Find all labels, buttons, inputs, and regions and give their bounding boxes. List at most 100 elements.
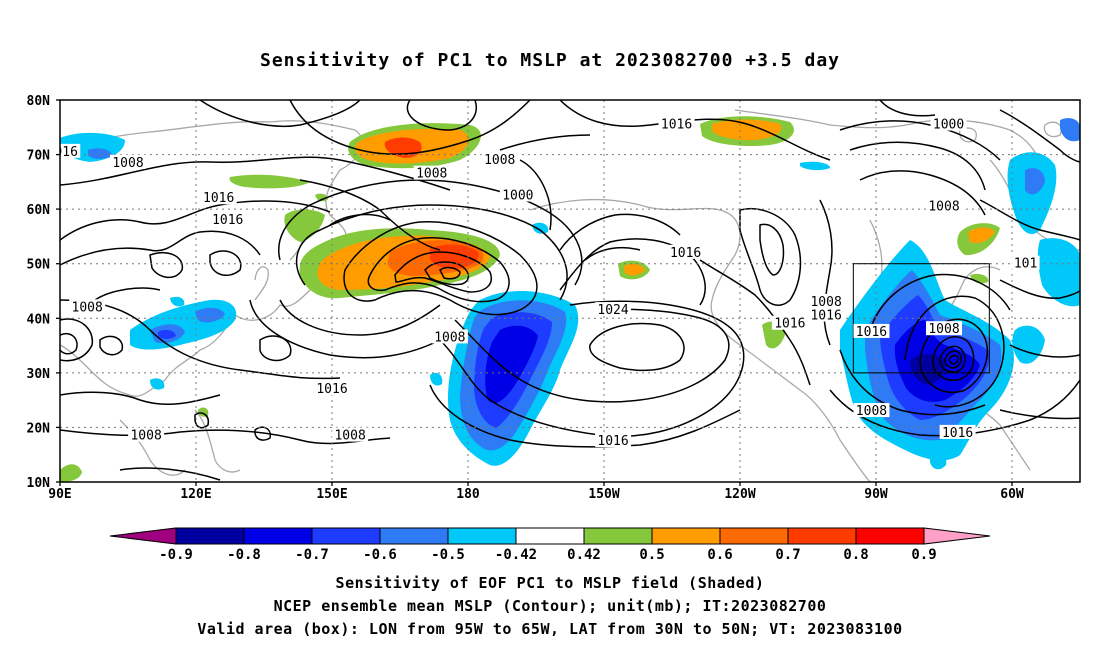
contour-label: 1016 xyxy=(856,325,887,340)
contour-label: 101 xyxy=(1014,257,1037,272)
positive-area xyxy=(624,263,645,276)
longitude-labels: 90E 120E 150E 180 150W 120W 90W 60W xyxy=(48,487,1024,502)
contour-label-bg xyxy=(939,424,976,439)
lat-label: 30N xyxy=(27,367,51,382)
contour-label: 1008 xyxy=(928,199,959,214)
colorbar-segment xyxy=(175,527,245,545)
lon-label: 90W xyxy=(864,487,888,502)
contour-label: 1008 xyxy=(484,153,515,168)
colorbar: -0.9 -0.8 -0.7 -0.6 -0.5 -0.42 0.42 0.5 0.6 0.7 0.… xyxy=(109,527,991,563)
positive-area xyxy=(712,119,782,141)
contour-label: 1008 xyxy=(72,300,103,315)
negative-area xyxy=(170,296,185,307)
colorbar-segment xyxy=(651,527,721,545)
positive-area xyxy=(229,174,310,189)
contour-label-bg xyxy=(853,323,890,338)
contour-label-bg xyxy=(314,381,350,396)
contour-label-bg xyxy=(200,190,237,205)
colorbar-segment xyxy=(447,527,517,545)
latitude-labels: 80N 70N 60N 50N 40N 30N 20N 10N xyxy=(27,94,51,491)
contour-label: 1008 xyxy=(856,404,887,419)
contour-label: 1016 xyxy=(597,434,628,449)
negative-area xyxy=(430,372,443,386)
colorbar-label: -0.7 xyxy=(295,547,329,563)
contour-label: 1008 xyxy=(810,295,841,310)
map-frame xyxy=(59,99,1081,483)
contour-label: 1016 xyxy=(203,191,234,206)
colorbar-label: 0.9 xyxy=(911,547,936,563)
contour-label-bg xyxy=(595,302,632,317)
contour-label-bg xyxy=(69,299,106,314)
contour-label-bg xyxy=(413,165,450,180)
negative-area xyxy=(1060,118,1080,142)
contour-label: 1016 xyxy=(47,145,78,160)
contour-label-bg xyxy=(595,433,632,448)
contour-label-bg xyxy=(1011,255,1040,270)
lon-label: 150E xyxy=(316,487,347,502)
colorbar-segment xyxy=(109,527,177,545)
lat-label: 60N xyxy=(27,203,51,218)
lat-label: 10N xyxy=(27,476,51,491)
lat-label: 80N xyxy=(27,94,51,109)
colorbar-segment xyxy=(311,527,381,545)
lon-label: 150W xyxy=(588,487,619,502)
map-title: Sensitivity of PC1 to MSLP at 2023082700… xyxy=(259,50,840,71)
contour-label: 1008 xyxy=(434,330,465,345)
colorbar-label: -0.8 xyxy=(227,547,261,563)
contour-label-bg xyxy=(658,116,695,131)
contour-label: 1008 xyxy=(112,156,143,171)
lon-label: 180 xyxy=(456,487,480,502)
negative-area xyxy=(485,325,538,404)
contour-label: 1008 xyxy=(130,429,161,444)
negative-area xyxy=(88,148,112,159)
colorbar-label: 0.6 xyxy=(707,547,732,563)
negative-area xyxy=(150,378,165,390)
lat-label: 70N xyxy=(27,149,51,164)
contour-label: 1008 xyxy=(928,322,959,337)
colorbar-label: 0.8 xyxy=(843,547,868,563)
negative-area xyxy=(158,329,176,339)
grid-lines xyxy=(60,100,1080,482)
caption-valid-area: Valid area (box): LON from 95W to 65W, L… xyxy=(197,620,903,638)
negative-area xyxy=(1025,168,1045,195)
contour-label-bg xyxy=(926,321,962,336)
contour-label-bg xyxy=(771,315,808,330)
contour-label-bg xyxy=(110,154,146,169)
valid-area-box xyxy=(852,263,990,374)
negative-area xyxy=(800,161,830,171)
colorbar-segment xyxy=(515,527,585,545)
contour-label: 1016 xyxy=(661,118,692,133)
contour-label-bg xyxy=(60,143,81,158)
mslp-contours xyxy=(60,100,1080,481)
contour-label-bg xyxy=(431,329,468,344)
colorbar-label: -0.6 xyxy=(363,547,397,563)
lat-label: 50N xyxy=(27,258,51,273)
contour-label: 1008 xyxy=(334,429,365,444)
colorbar-label: 0.42 xyxy=(567,547,601,563)
contour-label-bg xyxy=(926,198,962,213)
lat-label: 20N xyxy=(27,421,51,436)
lon-label: 120W xyxy=(724,487,755,502)
colorbar-label: 0.5 xyxy=(639,547,664,563)
contour-label-bg xyxy=(667,244,704,259)
colorbar-label: -0.42 xyxy=(495,547,537,563)
colorbar-segment xyxy=(583,527,653,545)
negative-area xyxy=(532,222,549,234)
colorbar-segment xyxy=(855,527,925,545)
colorbar-label: -0.5 xyxy=(431,547,465,563)
contour-label: 1016 xyxy=(942,426,973,441)
positive-area xyxy=(60,464,82,482)
contour-label: 1016 xyxy=(774,317,805,332)
contour-label-bg xyxy=(808,293,845,308)
colorbar-label: -0.9 xyxy=(159,547,193,563)
caption-shading: Sensitivity of EOF PC1 to MSLP field (Sh… xyxy=(335,574,765,592)
contour-label-bg xyxy=(499,187,536,202)
contour-label-bg xyxy=(930,116,967,131)
positive-area xyxy=(968,227,995,244)
positive-area xyxy=(315,193,328,202)
negative-area xyxy=(910,354,946,385)
contour-label: 1016 xyxy=(316,382,347,397)
colorbar-segment xyxy=(719,527,789,545)
contour-label-bg xyxy=(209,212,246,227)
